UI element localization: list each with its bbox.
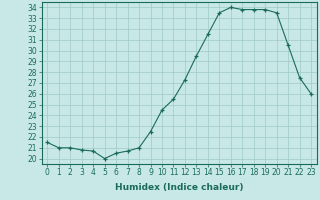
X-axis label: Humidex (Indice chaleur): Humidex (Indice chaleur) (115, 183, 244, 192)
